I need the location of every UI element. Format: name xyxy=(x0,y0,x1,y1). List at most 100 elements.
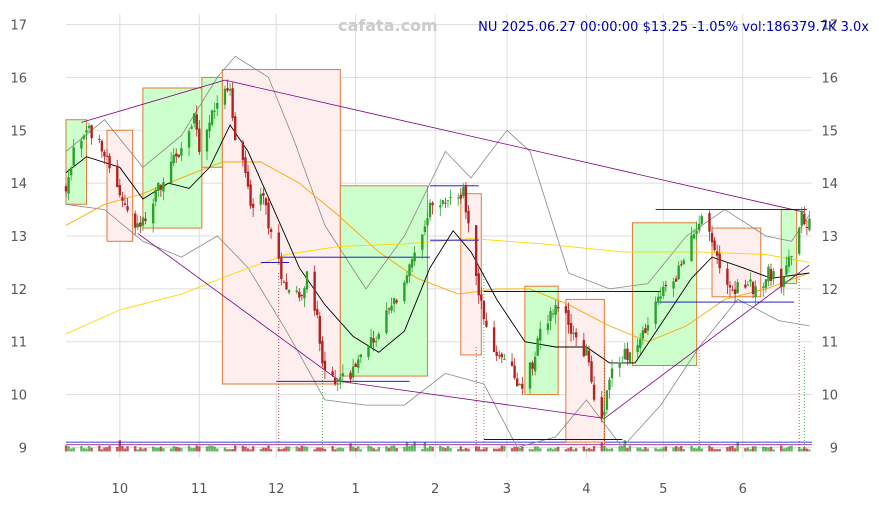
candle-up xyxy=(421,234,424,250)
volume-bar xyxy=(136,449,139,452)
volume-bar xyxy=(349,443,352,452)
candle-up xyxy=(754,286,757,297)
volume-bar xyxy=(157,447,160,452)
volume-bar xyxy=(495,448,498,452)
volume-bar xyxy=(590,449,593,452)
volume-bar xyxy=(282,448,286,452)
candle-down xyxy=(118,185,122,196)
trend-line xyxy=(340,381,605,419)
volume-bar xyxy=(351,446,355,452)
volume-bar xyxy=(305,446,309,452)
volume-bar xyxy=(172,446,175,452)
y-tick-label-left: 10 xyxy=(10,389,27,404)
volume-bar xyxy=(692,447,696,452)
candle-down xyxy=(285,281,288,290)
candle-up xyxy=(618,362,621,368)
x-tick-label: 6 xyxy=(739,482,747,497)
volume-bar xyxy=(459,446,462,452)
volume-bar xyxy=(485,447,488,452)
candle-up xyxy=(797,227,801,254)
volume-bar xyxy=(187,445,191,452)
volume-bar xyxy=(313,449,316,452)
volume-bar xyxy=(733,448,737,452)
volume-bar xyxy=(246,448,250,452)
candle-up xyxy=(287,290,291,293)
candle-down xyxy=(780,268,783,288)
candle-up xyxy=(385,310,388,334)
candle-down xyxy=(103,151,106,157)
candle-up xyxy=(457,197,460,199)
volume-bar xyxy=(231,448,234,452)
grid xyxy=(66,14,812,458)
volume-bar xyxy=(69,448,73,452)
candle-down xyxy=(715,251,719,256)
candle-down xyxy=(395,300,398,303)
candle-down xyxy=(318,316,321,344)
candle-up xyxy=(408,264,411,277)
y-tick-label-right: 13 xyxy=(821,230,838,245)
volume-bar xyxy=(82,448,86,452)
candle-down xyxy=(313,271,316,311)
volume-bar xyxy=(385,446,388,452)
volume-bar xyxy=(790,445,793,452)
trend-line xyxy=(137,233,341,382)
candle-up xyxy=(462,186,465,197)
candle-down xyxy=(644,328,647,334)
volume-bar xyxy=(72,447,75,452)
volume-bar xyxy=(67,446,70,452)
trend-line xyxy=(604,264,810,419)
volume-bar xyxy=(785,447,788,452)
candle-up xyxy=(439,205,442,208)
candle-down xyxy=(431,202,434,206)
volume-bar xyxy=(797,447,801,452)
volume-bar xyxy=(341,448,345,452)
volume-bar xyxy=(374,449,378,452)
candle-down xyxy=(251,203,255,208)
moving-averages xyxy=(65,124,810,364)
candle-up xyxy=(69,167,73,176)
y-tick-label-left: 17 xyxy=(10,19,27,34)
volume-bar xyxy=(623,440,627,452)
candle-down xyxy=(264,198,268,206)
candle-up xyxy=(336,380,339,382)
volume-bar xyxy=(549,447,552,452)
candle-up xyxy=(695,230,698,234)
volume-bar xyxy=(726,447,729,452)
candle-down xyxy=(498,355,501,357)
candle-down xyxy=(592,384,596,400)
volume-bar xyxy=(439,445,442,452)
candle-up xyxy=(790,256,793,258)
x-tick-label: 4 xyxy=(582,482,590,497)
candle-down xyxy=(175,153,178,157)
volume-bar xyxy=(780,445,783,452)
candle-down xyxy=(557,307,560,309)
volume-bar xyxy=(333,449,337,452)
candle-down xyxy=(485,320,488,327)
candle-up xyxy=(787,256,791,267)
volume-bar xyxy=(90,447,93,452)
candle-down xyxy=(244,157,247,173)
ma-mid-line xyxy=(65,161,810,343)
candle-up xyxy=(172,154,175,164)
candle-down xyxy=(90,125,93,139)
candle-up xyxy=(367,346,370,358)
candle-down xyxy=(731,289,734,291)
volume-bar xyxy=(354,447,357,452)
volume-bar xyxy=(700,448,703,452)
volume-bar xyxy=(787,446,791,452)
candle-up xyxy=(659,296,662,299)
volume-bar xyxy=(618,446,621,452)
candle-up xyxy=(608,379,611,390)
candle-up xyxy=(628,352,632,363)
candle-down xyxy=(710,232,714,243)
candle-down xyxy=(769,269,773,281)
candle-up xyxy=(621,362,624,364)
volume-bar xyxy=(339,447,342,452)
candle-up xyxy=(656,296,660,302)
volume-bar xyxy=(233,445,237,452)
candle-down xyxy=(574,332,578,338)
candle-up xyxy=(746,284,750,286)
volume-bar xyxy=(267,445,270,452)
candle-down xyxy=(64,186,68,192)
volume-bar xyxy=(372,448,375,452)
